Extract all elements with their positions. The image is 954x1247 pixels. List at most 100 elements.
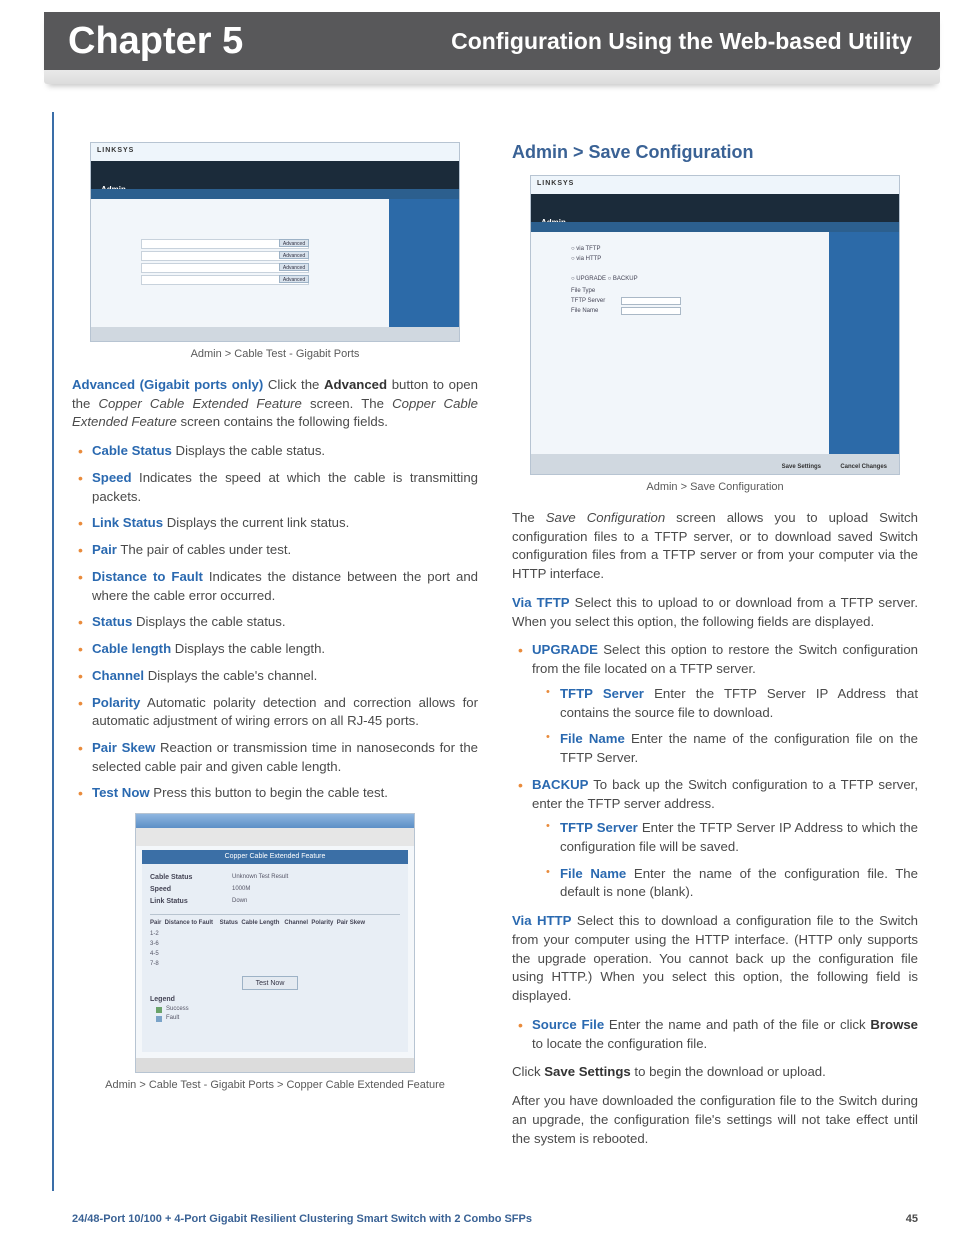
sub-item: TFTP Server Enter the TFTP Server IP Add… [532, 819, 918, 856]
t: screen contains the following fields. [177, 414, 388, 429]
intro-paragraph: Advanced (Gigabit ports only) Click the … [72, 376, 478, 432]
ss2-row: 1-2 [150, 931, 159, 937]
ss2-body: Cable Status Unknown Test Result Speed 1… [142, 864, 408, 1052]
desc: Displays the cable status. [132, 614, 285, 629]
term-advanced: Advanced (Gigabit ports only) [72, 377, 263, 392]
ss2-swatch-fault [156, 1016, 162, 1022]
ital-save: Save Configuration [546, 510, 665, 525]
term: TFTP Server [560, 686, 644, 701]
ss2-legend-success: Success [166, 1006, 189, 1012]
chapter-title: Configuration Using the Web-based Utilit… [451, 28, 912, 55]
left-margin-rule [52, 112, 54, 1191]
ss-radio: ○ via TFTP [571, 246, 601, 252]
chapter-number: Chapter 5 [68, 20, 243, 63]
bold-browse: Browse [870, 1017, 918, 1032]
ss-cfg-right [829, 232, 899, 454]
sub-item: File Name Enter the name of the configur… [532, 865, 918, 902]
header-light-band [44, 70, 940, 84]
ss2-statusbar [136, 1058, 414, 1072]
term: Status [92, 614, 132, 629]
list-item: Cable Status Displays the cable status. [72, 442, 478, 461]
desc: Indicates the speed at which the cable i… [92, 470, 478, 504]
list-item: Channel Displays the cable's channel. [72, 667, 478, 686]
screenshot-copper-cable: Copper Cable Extended Feature Cable Stat… [135, 813, 415, 1073]
footer-page-number: 45 [906, 1213, 918, 1225]
sub-item: TFTP Server Enter the TFTP Server IP Add… [532, 685, 918, 722]
desc: To back up the Switch configuration to a… [532, 777, 918, 811]
term: Test Now [92, 785, 150, 800]
term: Cable length [92, 641, 171, 656]
footer-product: 24/48-Port 10/100 + 4-Port Gigabit Resil… [72, 1213, 532, 1225]
tftp-options: UPGRADE Select this option to restore th… [512, 641, 918, 902]
term: Pair Skew [92, 740, 155, 755]
term-backup: BACKUP [532, 777, 588, 792]
bold-save-settings: Save Settings [544, 1064, 631, 1079]
screenshot-cable-test: LINKSYS Admin Advanced Advanced Advanced… [90, 142, 460, 342]
sub-list: TFTP Server Enter the TFTP Server IP Add… [532, 819, 918, 902]
list-item: Test Now Press this button to begin the … [72, 784, 478, 803]
term-via-http: Via HTTP [512, 913, 571, 928]
section-heading: Admin > Save Configuration [512, 142, 918, 163]
caption-copper-cable: Admin > Cable Test - Gigabit Ports > Cop… [72, 1079, 478, 1091]
ss-save-settings: Save Settings [782, 464, 821, 470]
ss2-test-now-btn: Test Now [242, 976, 298, 990]
desc: Press this button to begin the cable tes… [150, 785, 388, 800]
list-item: BACKUP To back up the Switch configurati… [512, 776, 918, 902]
term: File Name [560, 731, 625, 746]
t: Select this to download a configuration … [512, 913, 918, 1003]
ss-bluebar [531, 222, 899, 232]
ss-radio: ○ UPGRADE ○ BACKUP [571, 276, 638, 282]
ss2-heading: Copper Cable Extended Feature [142, 850, 408, 864]
desc: Enter the name and path of the file or c… [604, 1017, 870, 1032]
desc: Displays the cable length. [171, 641, 325, 656]
ss2-titlebar [136, 814, 414, 828]
sub-list: TFTP Server Enter the TFTP Server IP Add… [532, 685, 918, 768]
ss-cfg-left: ○ via TFTP ○ via HTTP ○ UPGRADE ○ BACKUP… [531, 232, 829, 454]
term: Speed [92, 470, 132, 485]
ss2-colhead: Pair Distance to Fault Status Cable Leng… [150, 920, 365, 926]
ss-bluebar [91, 189, 459, 199]
sub-item: File Name Enter the name of the configur… [532, 730, 918, 767]
desc: Automatic polarity detection and correct… [92, 695, 478, 729]
ss-input [621, 297, 681, 305]
list-item: Cable length Displays the cable length. [72, 640, 478, 659]
page-footer: 24/48-Port 10/100 + 4-Port Gigabit Resil… [72, 1213, 918, 1225]
ss2-addressbar [136, 828, 414, 846]
t: screen. The [302, 396, 392, 411]
desc: Displays the cable's channel. [144, 668, 317, 683]
bold-advanced: Advanced [324, 377, 387, 392]
list-item: Speed Indicates the speed at which the c… [72, 469, 478, 506]
t: Click the [263, 377, 324, 392]
p-click-save: Click Save Settings to begin the downloa… [512, 1063, 918, 1082]
ss-radio: ○ via HTTP [571, 256, 601, 262]
ss2-val: 1000M [232, 886, 250, 892]
term: Distance to Fault [92, 569, 203, 584]
list-item: Status Displays the cable status. [72, 613, 478, 632]
term-source-file: Source File [532, 1017, 604, 1032]
ss2-lbl: Speed [150, 886, 171, 893]
ss2-legend: Legend [150, 996, 175, 1003]
list-item: Pair The pair of cables under test. [72, 541, 478, 560]
desc: The pair of cables under test. [117, 542, 291, 557]
field-list: Cable Status Displays the cable status. … [72, 442, 478, 803]
term: Link Status [92, 515, 163, 530]
term: TFTP Server [560, 820, 638, 835]
t: Click [512, 1064, 544, 1079]
caption-cable-test: Admin > Cable Test - Gigabit Ports [72, 348, 478, 360]
list-item: Source File Enter the name and path of t… [512, 1016, 918, 1053]
t: Select this to upload to or download fro… [512, 595, 918, 629]
page-header: Chapter 5 Configuration Using the Web-ba… [0, 12, 954, 92]
ss-left-panel: Advanced Advanced Advanced Advanced [91, 199, 389, 327]
list-item: Polarity Automatic polarity detection an… [72, 694, 478, 731]
ss2-legend-fault: Fault [166, 1015, 179, 1021]
caption-save-config: Admin > Save Configuration [512, 481, 918, 493]
t: The [512, 510, 546, 525]
page-body: LINKSYS Admin Advanced Advanced Advanced… [72, 142, 918, 1187]
http-options: Source File Enter the name and path of t… [512, 1016, 918, 1053]
ss2-row: 3-6 [150, 941, 159, 947]
ss-advanced-btn: Advanced [279, 251, 309, 259]
ss2-row: 7-8 [150, 961, 159, 967]
list-item: Distance to Fault Indicates the distance… [72, 568, 478, 605]
p-via-http: Via HTTP Select this to download a confi… [512, 912, 918, 1006]
ss2-divider [150, 914, 400, 915]
